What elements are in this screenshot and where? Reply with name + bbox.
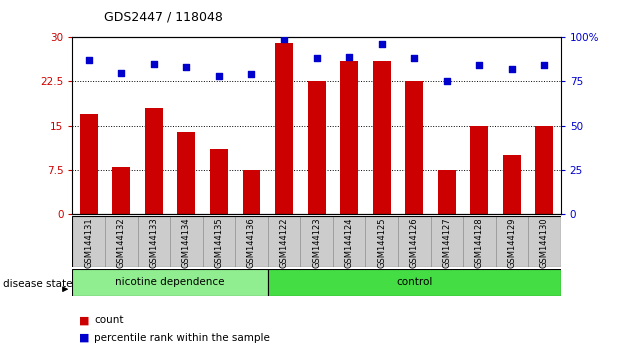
Text: GSM144133: GSM144133 [149, 217, 158, 268]
Bar [170, 216, 203, 267]
Bar [105, 216, 137, 267]
Text: ■: ■ [79, 315, 89, 325]
Text: ■: ■ [79, 333, 89, 343]
Point [116, 70, 126, 75]
Point [442, 79, 452, 84]
Bar [463, 216, 496, 267]
Bar [307, 81, 326, 214]
Bar [203, 216, 235, 267]
Bar [268, 216, 301, 267]
Bar [471, 126, 488, 214]
Text: count: count [94, 315, 124, 325]
Bar [528, 216, 561, 267]
Bar [178, 132, 195, 214]
Bar [301, 216, 333, 267]
Text: GSM144129: GSM144129 [507, 217, 517, 268]
Point [181, 64, 192, 70]
Point [377, 41, 387, 47]
Text: GSM144125: GSM144125 [377, 217, 386, 268]
Text: percentile rank within the sample: percentile rank within the sample [94, 333, 270, 343]
Point [84, 57, 94, 63]
Text: GSM144128: GSM144128 [475, 217, 484, 268]
Bar [80, 114, 98, 214]
Bar [373, 61, 391, 214]
Text: GSM144127: GSM144127 [442, 217, 451, 268]
Bar [365, 216, 398, 267]
Bar [72, 216, 105, 267]
Point [279, 36, 289, 42]
Bar [536, 126, 553, 214]
Text: GSM144131: GSM144131 [84, 217, 93, 268]
Point [474, 63, 484, 68]
Bar [438, 170, 455, 214]
Bar [235, 216, 268, 267]
Point [410, 56, 420, 61]
Point [246, 72, 256, 77]
Text: GSM144122: GSM144122 [280, 217, 289, 268]
Text: GDS2447 / 118048: GDS2447 / 118048 [104, 11, 223, 24]
Text: control: control [396, 277, 432, 287]
Text: nicotine dependence: nicotine dependence [115, 277, 225, 287]
Bar [333, 216, 365, 267]
Text: disease state: disease state [3, 279, 72, 289]
Bar [137, 216, 170, 267]
Point [539, 63, 549, 68]
Bar [243, 170, 260, 214]
Point [149, 61, 159, 67]
Text: GSM144136: GSM144136 [247, 217, 256, 268]
Point [507, 66, 517, 72]
Text: GSM144134: GSM144134 [182, 217, 191, 268]
Bar [210, 149, 228, 214]
Bar [398, 216, 430, 267]
Bar [496, 216, 528, 267]
Point [214, 73, 224, 79]
Point [344, 54, 354, 59]
Bar [340, 61, 358, 214]
Text: GSM144132: GSM144132 [117, 217, 126, 268]
Bar [430, 216, 463, 267]
Bar [503, 155, 521, 214]
Bar [268, 269, 561, 296]
Bar [112, 167, 130, 214]
Text: GSM144135: GSM144135 [214, 217, 224, 268]
Bar [405, 81, 423, 214]
Bar [72, 269, 268, 296]
Text: GSM144130: GSM144130 [540, 217, 549, 268]
Text: GSM144126: GSM144126 [410, 217, 419, 268]
Point [312, 56, 322, 61]
Text: GSM144123: GSM144123 [312, 217, 321, 268]
Text: GSM144124: GSM144124 [345, 217, 353, 268]
Bar [145, 108, 163, 214]
Bar [275, 43, 293, 214]
